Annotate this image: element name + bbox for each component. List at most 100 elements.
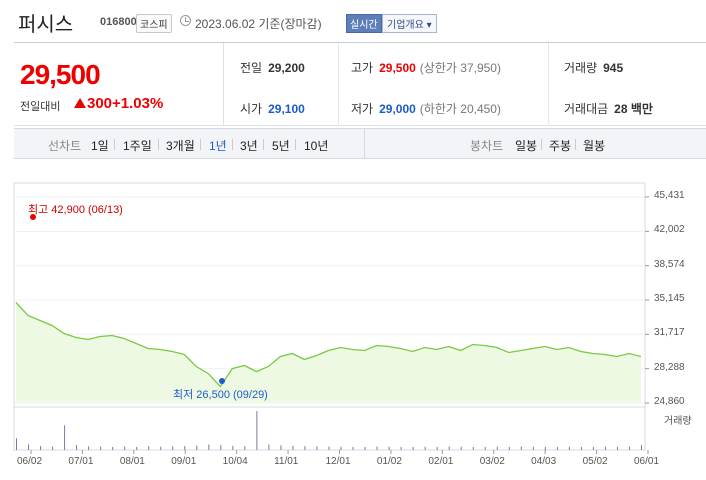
volume-bar xyxy=(641,445,642,450)
volume-bar xyxy=(484,447,486,450)
tab-separator xyxy=(295,139,296,150)
volume-bar xyxy=(220,445,222,450)
volume-bar xyxy=(304,446,306,450)
volume-bar xyxy=(196,445,198,450)
tab-3y[interactable]: 3년 xyxy=(240,139,258,153)
tab-5y[interactable]: 5년 xyxy=(272,139,290,153)
volume-bar xyxy=(16,438,17,450)
tab-separator xyxy=(114,139,115,150)
volume-bar xyxy=(436,446,438,450)
volume-bar xyxy=(340,446,342,450)
x-tick-label: 05/02 xyxy=(582,456,608,467)
lower-limit-label: (하한가 xyxy=(419,102,457,116)
volume-bar xyxy=(172,446,174,450)
clock-icon xyxy=(180,15,191,26)
divider xyxy=(338,43,339,126)
y-tick-label: 24,860 xyxy=(654,396,685,407)
volume-bar xyxy=(136,446,138,450)
x-tick-label: 07/01 xyxy=(68,456,94,467)
y-tick-label: 28,288 xyxy=(654,361,685,373)
upper-limit-value: 37,950) xyxy=(460,61,501,75)
tab-1d[interactable]: 1일 xyxy=(91,139,109,153)
volume-bar xyxy=(460,446,462,450)
high-annotation: 최고 42,900 (06/13) xyxy=(28,204,123,216)
volume-bar xyxy=(352,446,354,450)
tab-separator xyxy=(232,139,233,150)
volume-bar xyxy=(580,446,582,450)
current-price-panel: 29,500 전일대비 300 +1.03% xyxy=(14,43,224,126)
tab-daily-candle[interactable]: 일봉 xyxy=(515,139,538,153)
realtime-button[interactable]: 실시간 xyxy=(346,14,382,33)
volume-bar xyxy=(412,447,414,450)
change-value: 300 xyxy=(87,95,113,112)
amount-cell: 거래대금 28 백만 xyxy=(564,100,653,117)
low-annotation: 최저 26,500 (09/29) xyxy=(173,389,268,401)
y-tick-label: 45,431 xyxy=(654,190,685,201)
stock-header: 퍼시스 016800 코스피 2023.06.02 기준(장마감) 실시간 기업… xyxy=(14,6,704,36)
volume-bar xyxy=(532,446,534,450)
tab-separator xyxy=(263,139,264,150)
tab-weekly-candle[interactable]: 주봉 xyxy=(549,139,572,153)
volume-bar xyxy=(364,447,366,450)
low-label: 저가 xyxy=(351,102,374,116)
volume-bar xyxy=(508,446,510,450)
volume-bar xyxy=(280,445,282,450)
tab-monthly-candle[interactable]: 월봉 xyxy=(583,139,606,153)
price-line xyxy=(15,302,642,388)
high-value: 29,500 xyxy=(379,61,416,75)
volume-bar xyxy=(472,446,474,450)
tab-group-divider xyxy=(364,129,365,158)
volume-cell: 거래량 945 xyxy=(564,59,623,76)
high-marker xyxy=(30,214,36,220)
volume-bar xyxy=(268,444,270,450)
prev-close-label: 전일 xyxy=(240,61,263,75)
prev-close-value: 29,200 xyxy=(268,61,305,75)
x-tick-label: 10/04 xyxy=(222,456,248,467)
price-chart-svg xyxy=(13,182,649,454)
volume-bar xyxy=(376,446,378,450)
volume-bar xyxy=(88,446,90,450)
volume-bar xyxy=(76,445,78,450)
x-tick-label: 04/03 xyxy=(531,456,557,467)
volume-bar xyxy=(328,446,330,450)
volume-bar xyxy=(160,446,162,450)
tab-10y[interactable]: 10년 xyxy=(304,139,329,153)
y-tick-label: 31,717 xyxy=(654,327,685,339)
y-tick-label: 35,145 xyxy=(654,293,685,304)
tab-1w[interactable]: 1주일 xyxy=(123,139,152,153)
change-label: 전일대비 xyxy=(20,101,61,113)
volume-legend: 거래량 xyxy=(664,416,692,427)
volume-bar xyxy=(604,446,606,450)
volume-bar xyxy=(112,447,114,450)
volume-bar xyxy=(316,446,318,450)
as-of-date: 2023.06.02 기준(장마감) xyxy=(195,17,322,31)
tab-separator xyxy=(541,139,542,150)
chart-frame xyxy=(13,182,646,451)
x-tick-label: 01/02 xyxy=(376,456,402,467)
volume-bar xyxy=(148,446,150,450)
x-tick-label: 11/01 xyxy=(274,456,299,467)
low-marker xyxy=(219,378,225,384)
y-tick-label: 42,002 xyxy=(654,224,685,236)
volume-bar xyxy=(292,445,294,450)
low-value: 29,000 xyxy=(379,102,416,116)
tab-1y[interactable]: 1년 xyxy=(209,139,227,153)
line-chart-label: 선차트 xyxy=(48,139,82,153)
tab-3m[interactable]: 3개월 xyxy=(166,139,195,153)
volume-bar xyxy=(256,411,258,450)
volume-bar xyxy=(400,446,402,450)
company-overview-button[interactable]: 기업개요 ▾ xyxy=(382,14,437,33)
high-label: 고가 xyxy=(351,61,374,75)
x-tick-label: 08/01 xyxy=(119,456,145,467)
volume-bar xyxy=(556,447,558,450)
volume-bar xyxy=(28,444,30,450)
volume-bar xyxy=(496,446,498,450)
low-cell: 저가 29,000 (하한가 20,450) xyxy=(351,100,501,117)
volume-bar xyxy=(64,425,66,450)
volume-bar xyxy=(184,446,186,450)
amount-label: 거래대금 xyxy=(564,102,609,116)
price-area-fill xyxy=(16,302,641,403)
y-tick-label: 38,574 xyxy=(654,258,685,270)
current-price: 29,500 xyxy=(20,59,101,90)
chart-tabs: 선차트 1일 1주일 3개월 1년 3년 5년 10년 봉차트 일봉 주봉 월봉 xyxy=(14,128,706,159)
